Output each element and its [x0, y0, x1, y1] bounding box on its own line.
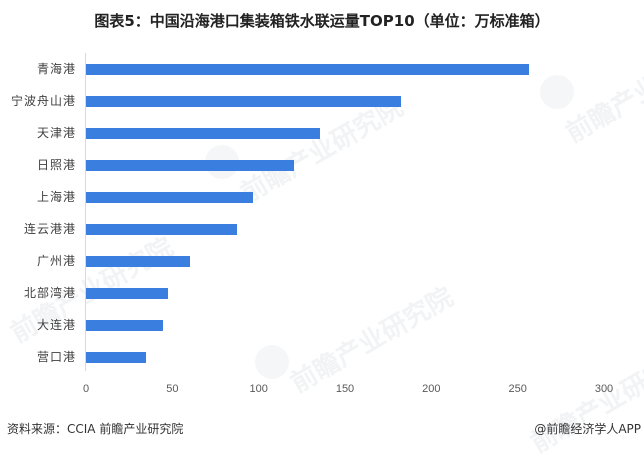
bar-chart: 前瞻产业研究院 前瞻产业研究院 前瞻产业研究院 前瞻产业研究院 前瞻产业研究院 …: [6, 32, 644, 459]
source-note: 资料来源：CCIA 前瞻产业研究院: [7, 422, 184, 436]
category-label: 广州港: [36, 254, 76, 268]
category-label: 连云港港: [23, 222, 76, 236]
bar: [86, 192, 253, 203]
x-tick-label: 0: [82, 383, 90, 395]
category-label: 宁波舟山港: [10, 94, 76, 108]
category-label: 天津港: [36, 126, 76, 140]
bar: [86, 128, 320, 139]
bar: [86, 320, 163, 331]
bar: [86, 256, 190, 267]
x-tick-label: 50: [166, 383, 179, 395]
y-axis-line: [85, 53, 86, 371]
x-tick-label: 250: [508, 383, 527, 395]
category-label: 青海港: [36, 62, 76, 76]
category-label: 大连港: [36, 318, 76, 332]
x-tick-label: 150: [335, 383, 355, 395]
x-tick-label: 100: [249, 383, 268, 395]
bar: [86, 160, 294, 171]
x-tick-label: 200: [422, 383, 441, 395]
watermark-logo-icon: [255, 345, 289, 379]
category-label: 营口港: [36, 350, 76, 364]
credit-note: @前瞻经济学人APP: [534, 422, 641, 436]
watermark: 前瞻产业研究院: [285, 282, 459, 400]
chart-title: 图表5：中国沿海港口集装箱铁水联运量TOP10（单位：万标准箱）: [94, 12, 550, 30]
bar: [86, 352, 146, 363]
bar: [86, 288, 168, 299]
category-label: 北部湾港: [23, 286, 76, 300]
watermark-logo-icon: [540, 75, 574, 109]
watermark: 前瞻产业研究院: [560, 32, 644, 150]
category-label: 日照港: [36, 158, 76, 172]
x-tick-label: 300: [594, 383, 614, 395]
bar: [86, 224, 237, 235]
bar: [86, 96, 401, 107]
watermark: 前瞻产业研究院: [525, 342, 644, 460]
category-label: 上海港: [36, 190, 76, 204]
bar: [86, 64, 529, 75]
